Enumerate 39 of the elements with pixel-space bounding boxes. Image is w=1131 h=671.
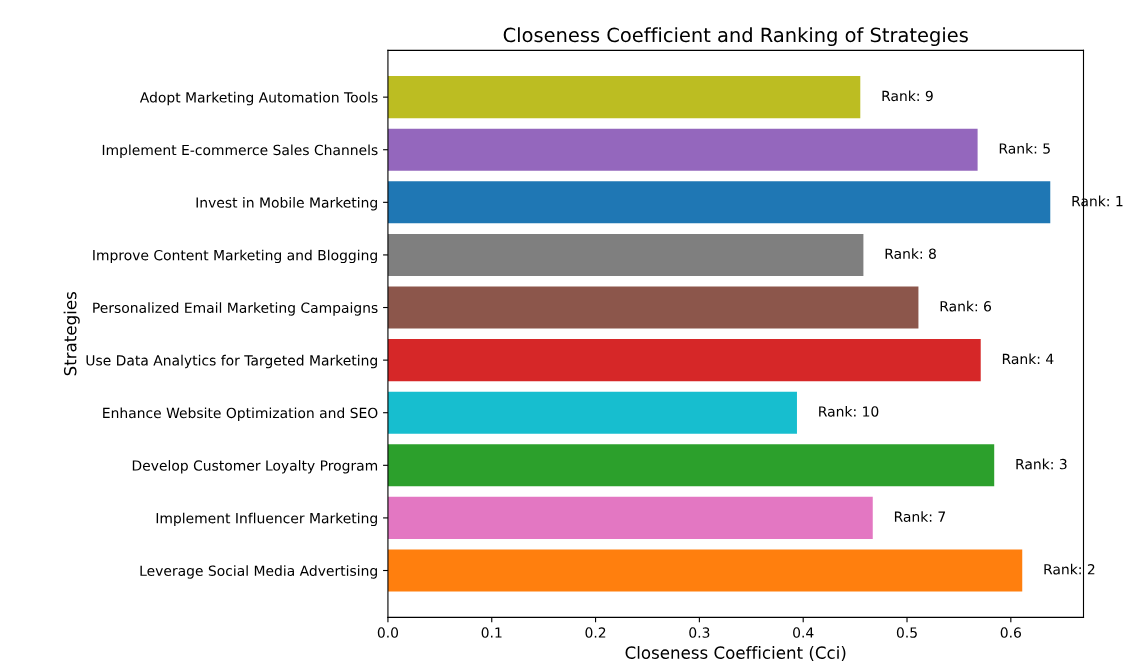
bar	[387, 444, 995, 487]
x-tick-label: 0.4	[793, 627, 814, 638]
annotation: Rank: 5	[999, 143, 1050, 154]
bar	[387, 286, 919, 329]
y-tick-label: Use Data Analytics for Targeted Marketing	[86, 354, 377, 369]
y-tick-label: Enhance Website Optimization and SEO	[103, 407, 378, 421]
y-tick-label: Invest in Mobile Marketing	[196, 197, 377, 211]
annotation: Rank: 7	[894, 511, 946, 522]
y-tick-label: Leverage Social Media Advertising	[140, 565, 377, 579]
annotation: Rank: 10	[819, 406, 879, 417]
y-tick-label: Implement E-commerce Sales Channels	[102, 144, 378, 158]
annotation: Rank: 2	[1044, 563, 1095, 575]
x-tick-label: 0.2	[585, 627, 606, 638]
bar	[387, 391, 797, 434]
bar	[387, 339, 981, 382]
annotation: Rank: 4	[1002, 353, 1054, 365]
annotation: Rank: 9	[882, 90, 933, 102]
bar	[387, 181, 1051, 224]
annotation: Rank: 3	[1016, 458, 1067, 470]
bar	[387, 76, 861, 119]
bar	[387, 128, 978, 171]
annotation: Rank: 6	[940, 300, 992, 312]
x-tick-label: 0.1	[481, 627, 502, 638]
x-axis-title: Closeness Coefficient (Cci)	[625, 646, 846, 661]
x-tick-label: 0.5	[896, 627, 917, 638]
bar	[387, 496, 873, 539]
bar	[387, 233, 864, 276]
chart-title: Closeness Coefficient and Ranking of Strategies	[503, 27, 968, 47]
y-tick-label: Adopt Marketing Automation Tools	[139, 91, 378, 106]
x-tick-label: 0.0	[377, 627, 399, 638]
x-tick-label: 0.6	[1000, 627, 1021, 638]
y-axis-title: Strategies	[63, 292, 80, 376]
y-tick-label: Implement Influencer Marketing	[156, 512, 377, 527]
bar	[387, 549, 1023, 592]
x-tick-label: 0.3	[689, 627, 710, 638]
y-tick-label: Personalized Email Marketing Campaigns	[93, 302, 378, 316]
annotation: Rank: 8	[885, 248, 936, 259]
y-tick-label: Improve Content Marketing and Blogging	[93, 249, 377, 264]
y-tick-label: Develop Customer Loyalty Program	[132, 460, 378, 474]
